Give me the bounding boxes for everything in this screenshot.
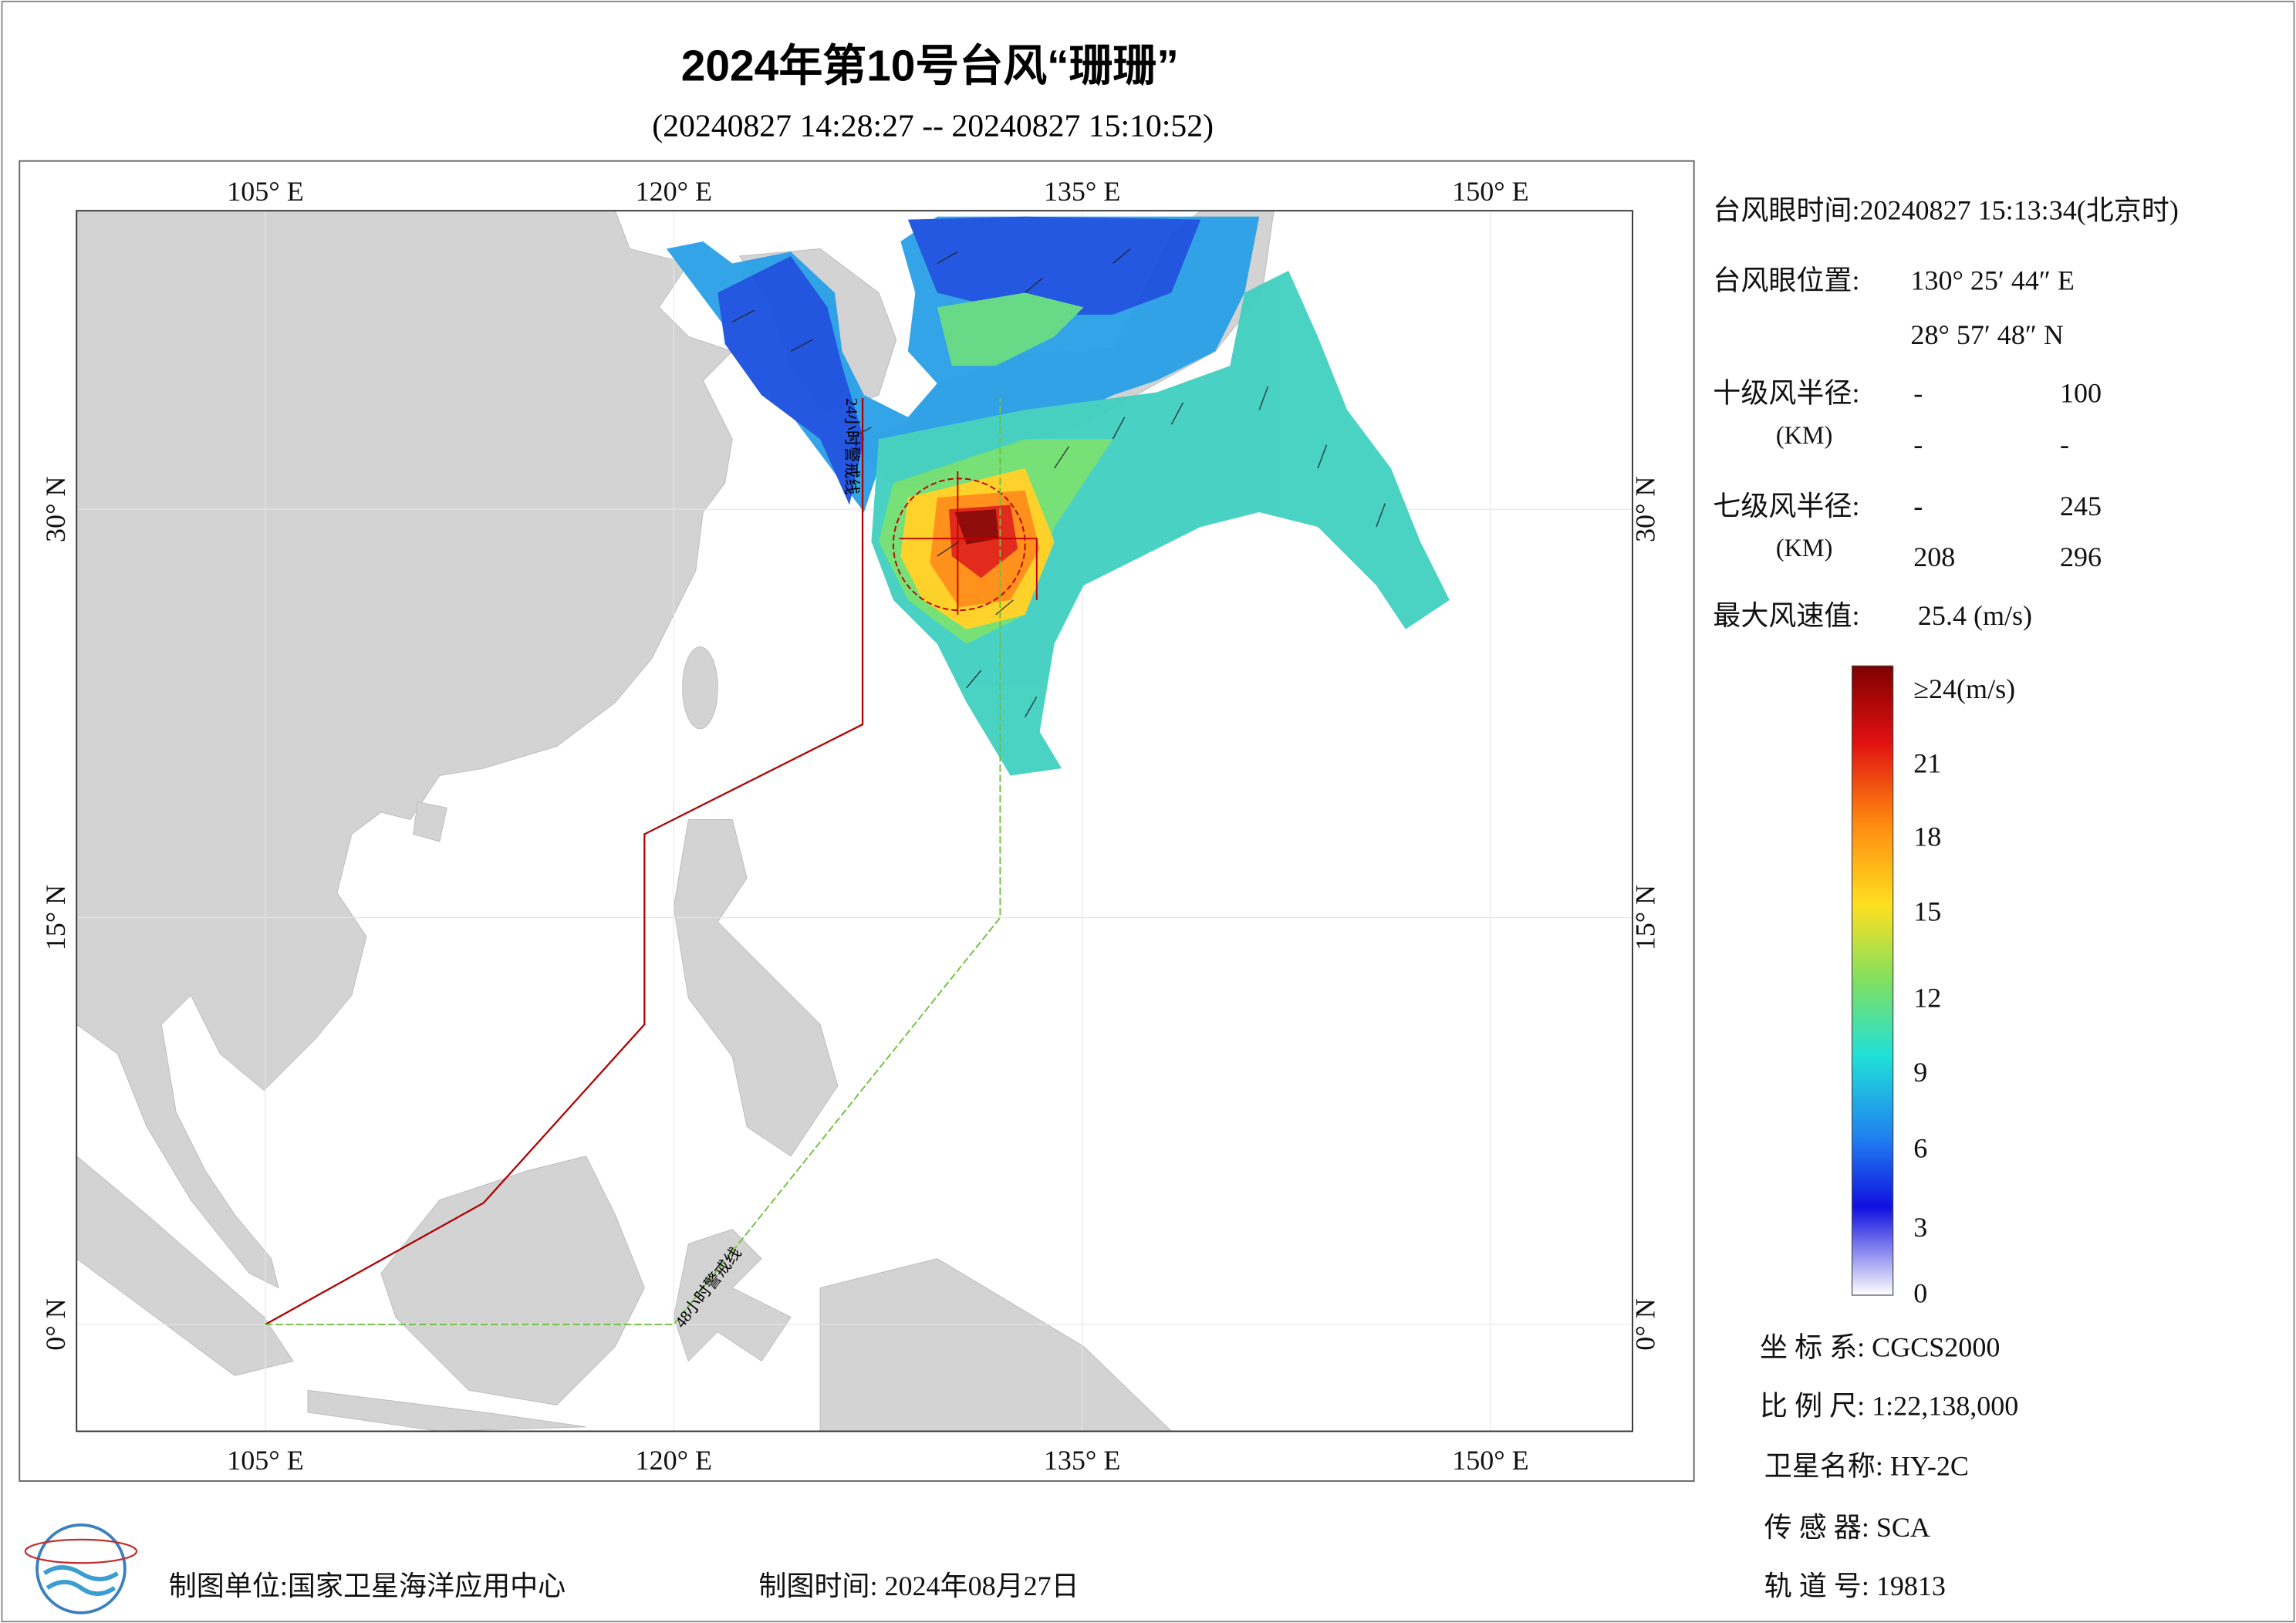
r7-label: 七级风半径: — [1713, 491, 1859, 521]
lon-label: 150° E — [1452, 176, 1528, 207]
satellite: 卫星名称: HY-2C — [1764, 1450, 1969, 1481]
eye-lon: 130° 25′ 44″ E — [1910, 265, 2074, 296]
lon-label: 105° E — [227, 1445, 303, 1476]
colorbar-label: 15 — [1913, 896, 1941, 926]
eye-pos-label: 台风眼位置: — [1713, 265, 1859, 296]
eye-lat: 28° 57′ 48″ N — [1910, 319, 2063, 350]
max-label: 最大风速值: — [1713, 600, 1859, 631]
lon-label: 150° E — [1452, 1445, 1528, 1476]
footer-unit: 制图单位:国家卫星海洋应用中心 — [169, 1571, 566, 1601]
colorbar-label: 6 — [1913, 1133, 1927, 1164]
axis-labels: 105° E 105° E 120° E 120° E 135° E 135° E 150°… — [40, 176, 1660, 1476]
colorbar-label: 18 — [1913, 822, 1941, 852]
lat-label: 0° N — [1629, 1298, 1660, 1350]
colorbar-label: ≥24(m/s) — [1913, 673, 2015, 704]
wind-barbs — [731, 248, 1386, 718]
line-24h-label: 24小时警戒线 — [842, 398, 861, 494]
r7-value: 245 — [2060, 491, 2102, 521]
footer-time: 制图时间: 2024年08月27日 — [758, 1571, 1079, 1601]
map: 24小时警戒线 48小时警戒线 — [76, 211, 1633, 1432]
r10-unit: (KM) — [1776, 421, 1832, 449]
sensor: 传 感 器: SCA — [1764, 1512, 1930, 1543]
lat-label: 15° N — [40, 885, 71, 950]
warning-line-24h — [265, 398, 864, 1325]
eye-time: 台风眼时间:20240827 15:13:34(北京时) — [1713, 195, 2179, 226]
r7-value: 208 — [1913, 542, 1955, 572]
scale: 比 例 尺: 1:22,138,000 — [1760, 1391, 2018, 1422]
colorbar-label: 21 — [1913, 748, 1941, 779]
subtitle: (20240827 14:28:27 -- 20240827 15:10:52) — [652, 108, 1214, 143]
lon-label: 135° E — [1044, 1445, 1120, 1476]
lat-label: 30° N — [40, 476, 71, 542]
warning-line-48h — [265, 398, 1001, 1325]
colorbar-label: 0 — [1913, 1278, 1927, 1309]
lat-label: 15° N — [1629, 885, 1660, 950]
colorbar — [1851, 665, 1894, 1296]
r10-value: - — [2060, 429, 2069, 460]
crs: 坐 标 系: CGCS2000 — [1760, 1332, 2000, 1363]
colorbar-label: 3 — [1913, 1212, 1927, 1243]
r7-unit: (KM) — [1776, 534, 1832, 562]
lon-label: 135° E — [1044, 176, 1120, 207]
colorbar-labels: ≥24(m/s) 21 18 15 12 9 6 3 0 — [1913, 673, 2015, 1309]
max-value: 25.4 (m/s) — [1918, 600, 2032, 631]
r10-label: 十级风半径: — [1713, 378, 1859, 409]
r10-value: 100 — [2060, 378, 2102, 409]
lon-label: 105° E — [227, 176, 303, 207]
map-panel — [19, 160, 1695, 1482]
colorbar-label: 12 — [1913, 982, 1941, 1013]
typhoon-circles — [892, 471, 1038, 615]
logo — [24, 1523, 138, 1615]
r7-value: 296 — [2060, 542, 2102, 572]
lat-label: 30° N — [1629, 476, 1660, 542]
lon-label: 120° E — [636, 176, 712, 207]
orbit: 轨 道 号: 19813 — [1764, 1571, 1946, 1601]
map-frame — [76, 210, 1633, 1432]
r10-value: - — [1913, 429, 1923, 460]
r7-value: - — [1913, 491, 1923, 521]
wind-swath — [666, 216, 1450, 776]
title: 2024年第10号台风“珊珊” — [681, 41, 1179, 90]
lon-label: 120° E — [636, 1445, 712, 1476]
lat-label: 0° N — [40, 1298, 71, 1350]
r10-value: - — [1913, 378, 1923, 409]
colorbar-label: 9 — [1913, 1057, 1927, 1088]
